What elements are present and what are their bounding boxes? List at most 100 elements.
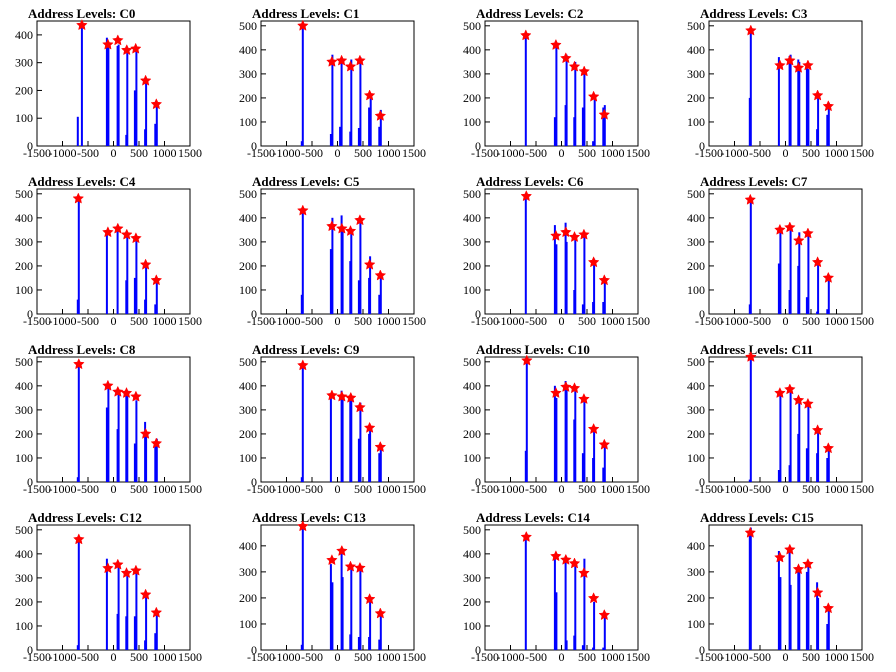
chart-plot: 0 100 200 300 400 500 -1500-1000 -500 0 500 1000 15… — [239, 355, 426, 496]
x-tick-label: 1000 — [825, 650, 849, 664]
y-tick-label: 400 — [15, 28, 33, 42]
chart-panel: Address Levels: C8 0 100 200 300 400 500 -1500-… — [0, 336, 224, 504]
peak-star-marker — [598, 608, 611, 621]
peak-star-marker — [774, 386, 786, 398]
peak-star-marker — [150, 437, 163, 449]
x-tick-label: 500 — [578, 314, 596, 328]
histogram-bar — [581, 304, 584, 314]
histogram-bar — [583, 234, 586, 314]
x-tick-label: -1000 — [49, 650, 77, 664]
histogram-bar — [105, 37, 108, 147]
y-tick-label: 400 — [463, 211, 481, 225]
x-tick-label: 0 — [783, 650, 789, 664]
histogram-bar — [798, 397, 801, 482]
y-tick-label: 100 — [15, 619, 33, 633]
chart-title: Address Levels: C10 — [476, 342, 590, 357]
y-tick-label: 100 — [687, 115, 705, 129]
y-tick-label: 400 — [687, 43, 705, 57]
y-tick-label: 100 — [239, 451, 257, 465]
x-tick-label: 1500 — [178, 314, 202, 328]
histogram-bar — [827, 102, 830, 146]
histogram-bar — [798, 232, 801, 314]
histogram-bar — [524, 33, 527, 146]
x-tick-label: -1500 — [247, 482, 275, 496]
peak-star-marker — [73, 358, 85, 370]
y-tick-label: 400 — [15, 547, 33, 561]
histogram-bar — [555, 45, 558, 146]
plot-frame — [484, 188, 639, 315]
x-tick-label: 0 — [335, 314, 341, 328]
peak-star-marker — [550, 38, 562, 50]
chart-title: Address Levels: C6 — [476, 174, 584, 189]
y-tick-label: 400 — [15, 379, 33, 393]
x-tick-label: 500 — [802, 314, 820, 328]
x-tick-label: 1500 — [402, 314, 426, 328]
peak-star-marker — [745, 350, 757, 362]
y-tick-label: 300 — [239, 403, 257, 417]
histogram-bar — [565, 640, 568, 650]
chart-plot: 0 100 200 300 400 500 -1500-1000 -500 0 500 1000 15… — [15, 355, 202, 496]
histogram-bar — [301, 364, 304, 482]
histogram-bar — [359, 222, 362, 314]
x-tick-label: 0 — [559, 314, 565, 328]
histogram-bar — [807, 402, 810, 482]
histogram-bar — [154, 633, 157, 650]
peak-star-marker — [130, 390, 142, 402]
y-tick-label: 500 — [463, 523, 481, 537]
x-tick-label: 1500 — [626, 650, 650, 664]
x-tick-label: -1000 — [721, 482, 749, 496]
x-tick-label: 500 — [130, 482, 148, 496]
y-tick-label: 0 — [475, 307, 481, 321]
histogram-bar — [816, 582, 819, 650]
plot-frame — [260, 524, 415, 651]
peak-star-marker — [326, 389, 338, 401]
histogram-bar — [574, 234, 577, 314]
x-tick-label: 0 — [111, 650, 117, 664]
peak-star-marker — [139, 258, 152, 270]
peak-star-marker — [150, 274, 163, 286]
x-tick-label: 1000 — [153, 482, 177, 496]
x-tick-label: 0 — [783, 146, 789, 160]
y-tick-label: 0 — [475, 643, 481, 657]
histogram-bar — [553, 117, 556, 146]
histogram-bar — [369, 600, 372, 650]
x-tick-label: -1500 — [695, 146, 723, 160]
y-tick-label: 0 — [27, 307, 33, 321]
x-tick-label: -500 — [749, 650, 771, 664]
histogram-bar — [592, 647, 595, 650]
x-tick-label: 500 — [130, 314, 148, 328]
y-tick-label: 0 — [27, 643, 33, 657]
chart-plot: 0 100 200 300 400 500 -1500-1000 -500 0 500 1000 15… — [463, 19, 650, 160]
histogram-bar — [553, 385, 556, 482]
peak-star-marker — [102, 38, 114, 50]
histogram-bar — [135, 239, 138, 314]
histogram-bar — [126, 51, 129, 146]
peak-star-marker — [792, 394, 805, 406]
histogram-bar — [117, 390, 120, 482]
y-tick-label: 100 — [15, 451, 33, 465]
y-tick-label: 500 — [687, 355, 705, 369]
histogram-bar — [807, 232, 810, 314]
peak-star-marker — [550, 386, 562, 398]
x-tick-label: -500 — [301, 146, 323, 160]
chart-title: Address Levels: C3 — [700, 6, 808, 21]
peak-star-marker — [354, 401, 366, 413]
peak-star-marker — [72, 192, 85, 204]
chart-plot: 0 100 200 300 400 500 -1500-1000 -500 0 500 1000 15… — [687, 19, 874, 160]
peak-star-marker — [802, 397, 814, 409]
histogram-bar — [341, 395, 344, 482]
y-tick-label: 0 — [699, 643, 705, 657]
y-tick-label: 300 — [687, 235, 705, 249]
y-tick-label: 0 — [251, 307, 257, 321]
y-tick-label: 0 — [699, 307, 705, 321]
chart-panel: Address Levels: C11 0 100 200 300 400 500 -1500… — [672, 336, 896, 504]
histogram-bar — [135, 568, 138, 650]
chart-panel: Address Levels: C14 0 100 200 300 400 500 -1500… — [448, 504, 672, 672]
histogram-bar — [359, 402, 362, 482]
x-tick-label: -500 — [525, 314, 547, 328]
peak-star-marker — [139, 427, 152, 439]
x-tick-label: -1000 — [721, 146, 749, 160]
histogram-bar — [300, 477, 303, 482]
histogram-bar — [789, 390, 792, 482]
x-tick-label: 1000 — [601, 650, 625, 664]
